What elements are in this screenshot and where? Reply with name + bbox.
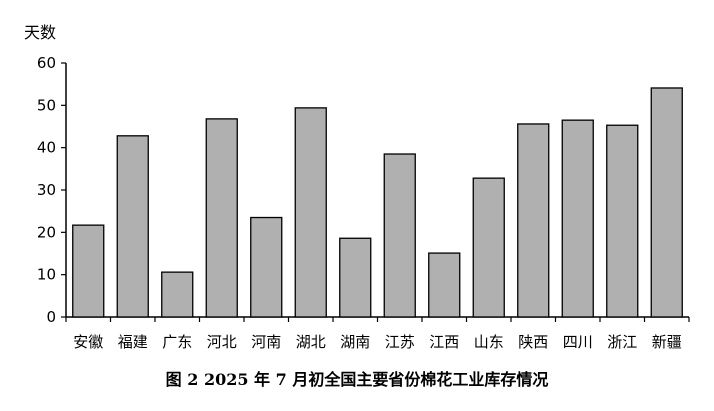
x-tick-label: 河北 [207,333,237,351]
x-tick-label: 四川 [563,333,593,351]
y-axis-label: 天数 [24,23,56,42]
bar-10 [517,123,550,318]
bar-11 [561,119,594,318]
bar-2 [161,271,194,318]
y-tick-label: 60 [37,54,56,72]
y-tick-label: 30 [37,181,56,199]
x-tick-label: 江苏 [385,333,415,351]
x-tick-label: 河南 [251,333,281,351]
y-tick-label: 0 [46,308,56,326]
x-tick-label: 湖北 [296,333,326,351]
bar-4 [250,216,283,318]
x-tick-label: 新疆 [652,333,682,351]
figure-caption: 图 2 2025 年 7 月初全国主要省份棉花工业库存情况 [165,370,549,389]
x-tick-label: 广东 [162,333,192,351]
x-tick-label: 浙江 [607,333,637,351]
y-tick-label: 40 [37,139,56,157]
bar-7 [383,153,416,318]
bar-3 [205,118,238,318]
x-tick-label: 陕西 [518,333,548,351]
x-tick-label: 湖南 [340,333,370,351]
bar-8 [428,252,461,318]
x-tick-label: 安徽 [73,333,103,351]
bar-6 [339,237,372,318]
bar-9 [472,177,505,318]
bar-12 [606,124,639,318]
bar-5 [294,107,327,318]
bar-1 [116,135,149,318]
y-tick-label: 20 [37,223,56,241]
bar-13 [650,87,683,318]
x-tick-label: 江西 [429,333,459,351]
y-tick-label: 10 [37,266,56,284]
bar-0 [72,224,105,318]
x-tick-label: 福建 [118,333,148,351]
x-tick-label: 山东 [474,333,504,351]
y-tick-label: 50 [37,96,56,114]
